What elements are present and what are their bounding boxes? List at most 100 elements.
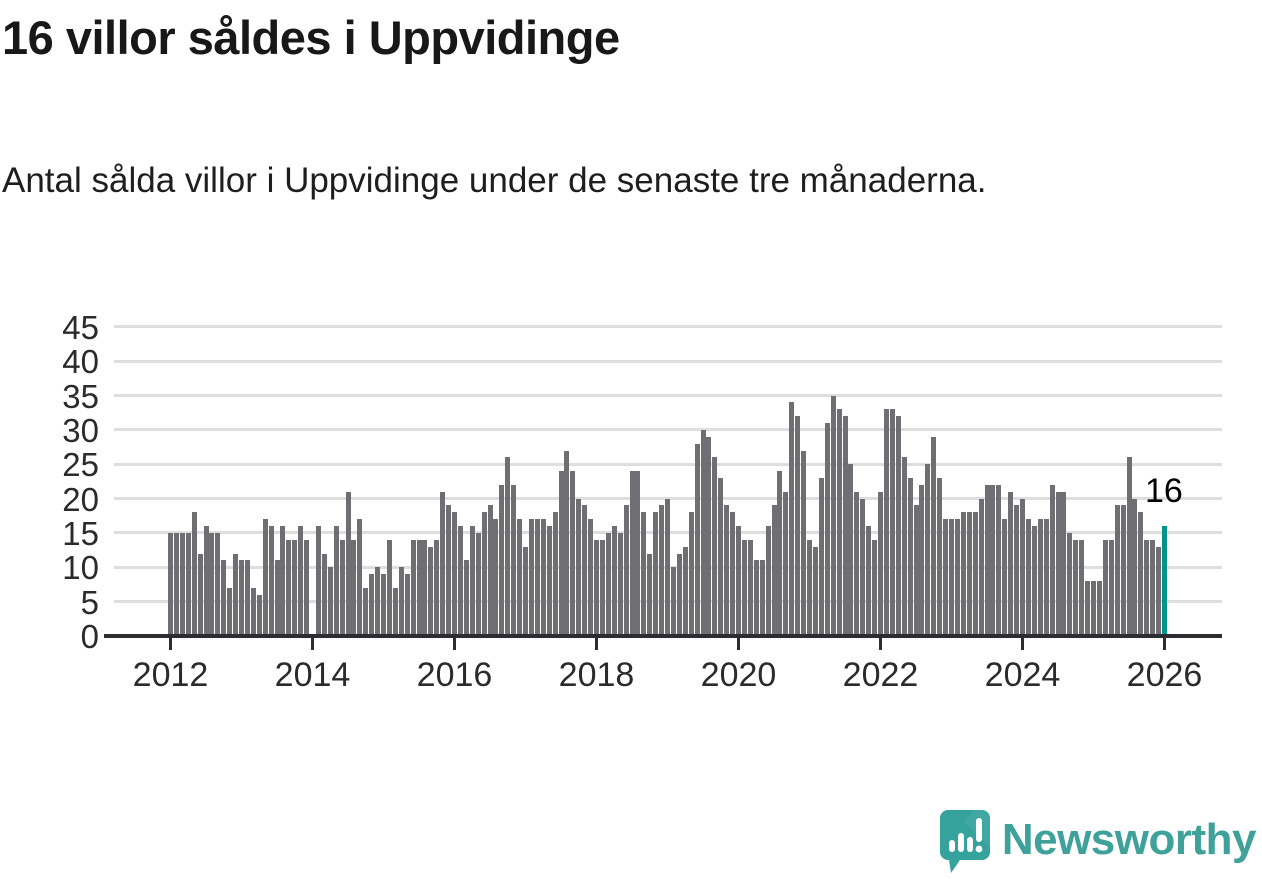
bar [1091,581,1096,636]
branding: Newsworthy [934,806,1257,874]
bar [700,429,706,636]
bar [1025,519,1031,636]
bar [913,505,919,636]
bar [647,553,653,636]
y-axis-tick-label: 15 [62,514,99,552]
y-axis-tick-label: 10 [62,549,99,587]
y-axis-tick-label: 0 [80,618,99,655]
bar [611,526,617,636]
bar [540,519,546,636]
bar [925,464,931,636]
bar [410,539,416,636]
bar [298,526,304,636]
bar [878,491,883,636]
bar [1120,505,1126,636]
bar [375,567,381,636]
bar [990,484,996,636]
y-axis-tick-label: 5 [80,583,99,621]
bar [552,512,558,636]
bar [215,532,221,636]
bar [333,526,339,636]
x-axis-tick-label: 2018 [558,656,635,694]
bar [866,526,872,636]
bar [824,423,830,636]
x-axis-tick [311,638,314,650]
bar [801,450,807,636]
bar [623,505,629,636]
bar [665,498,670,636]
bar [629,471,635,636]
bar [741,539,747,636]
bar [694,443,700,636]
bar [292,539,298,636]
bar [446,505,452,636]
x-axis-tick [879,638,882,650]
bar [724,505,730,636]
bar [168,532,173,636]
bar [262,519,268,636]
bar [960,512,966,636]
bar [179,532,185,636]
bar [635,471,641,636]
bar [984,484,990,636]
bar [617,532,623,636]
bar [428,546,434,636]
bar [528,519,534,636]
bar [978,498,984,636]
y-axis-tick-label: 35 [62,377,99,415]
bar [937,477,943,636]
bar [1132,498,1138,636]
bar [1085,581,1091,636]
bar [505,457,511,636]
x-axis-tick [453,638,456,650]
bar [872,539,878,636]
x-axis-tick [169,638,172,650]
bar [315,526,321,636]
bar [304,539,310,636]
x-axis-tick-label: 2016 [416,656,493,694]
bar [576,498,582,636]
bar [1114,505,1120,636]
bar [511,484,517,636]
bar [659,505,665,636]
bar [1014,505,1020,636]
bar [582,505,588,636]
bar [357,519,363,636]
bar [996,484,1002,636]
bar [682,546,688,636]
x-axis-tick-label: 2020 [700,656,777,694]
x-axis-line [104,634,1222,638]
bar [422,539,428,636]
bar [1002,519,1008,636]
bar [653,512,659,636]
bar [203,526,209,636]
bar [233,553,239,636]
bar [1055,491,1061,636]
x-axis-tick [737,638,740,650]
bar [848,464,854,636]
gridline-y-30 [114,428,1222,432]
bar [972,512,978,636]
bar [854,491,860,636]
bar [1020,498,1025,636]
bar [440,491,446,636]
bar [736,526,741,636]
bar [351,539,357,636]
bar [416,539,422,636]
bar [1061,491,1067,636]
bar [404,574,410,636]
brand-name: Newsworthy [1001,815,1257,864]
bar [558,471,564,636]
bar [765,526,771,636]
bar [570,471,576,636]
y-axis-tick-label: 20 [62,480,99,518]
bar [493,519,499,636]
bar [452,512,457,636]
bar [244,560,250,636]
bar [1126,457,1132,636]
bar [1008,491,1014,636]
bar [830,395,836,636]
bar [759,560,765,636]
bar [753,560,759,636]
bar [487,505,493,636]
